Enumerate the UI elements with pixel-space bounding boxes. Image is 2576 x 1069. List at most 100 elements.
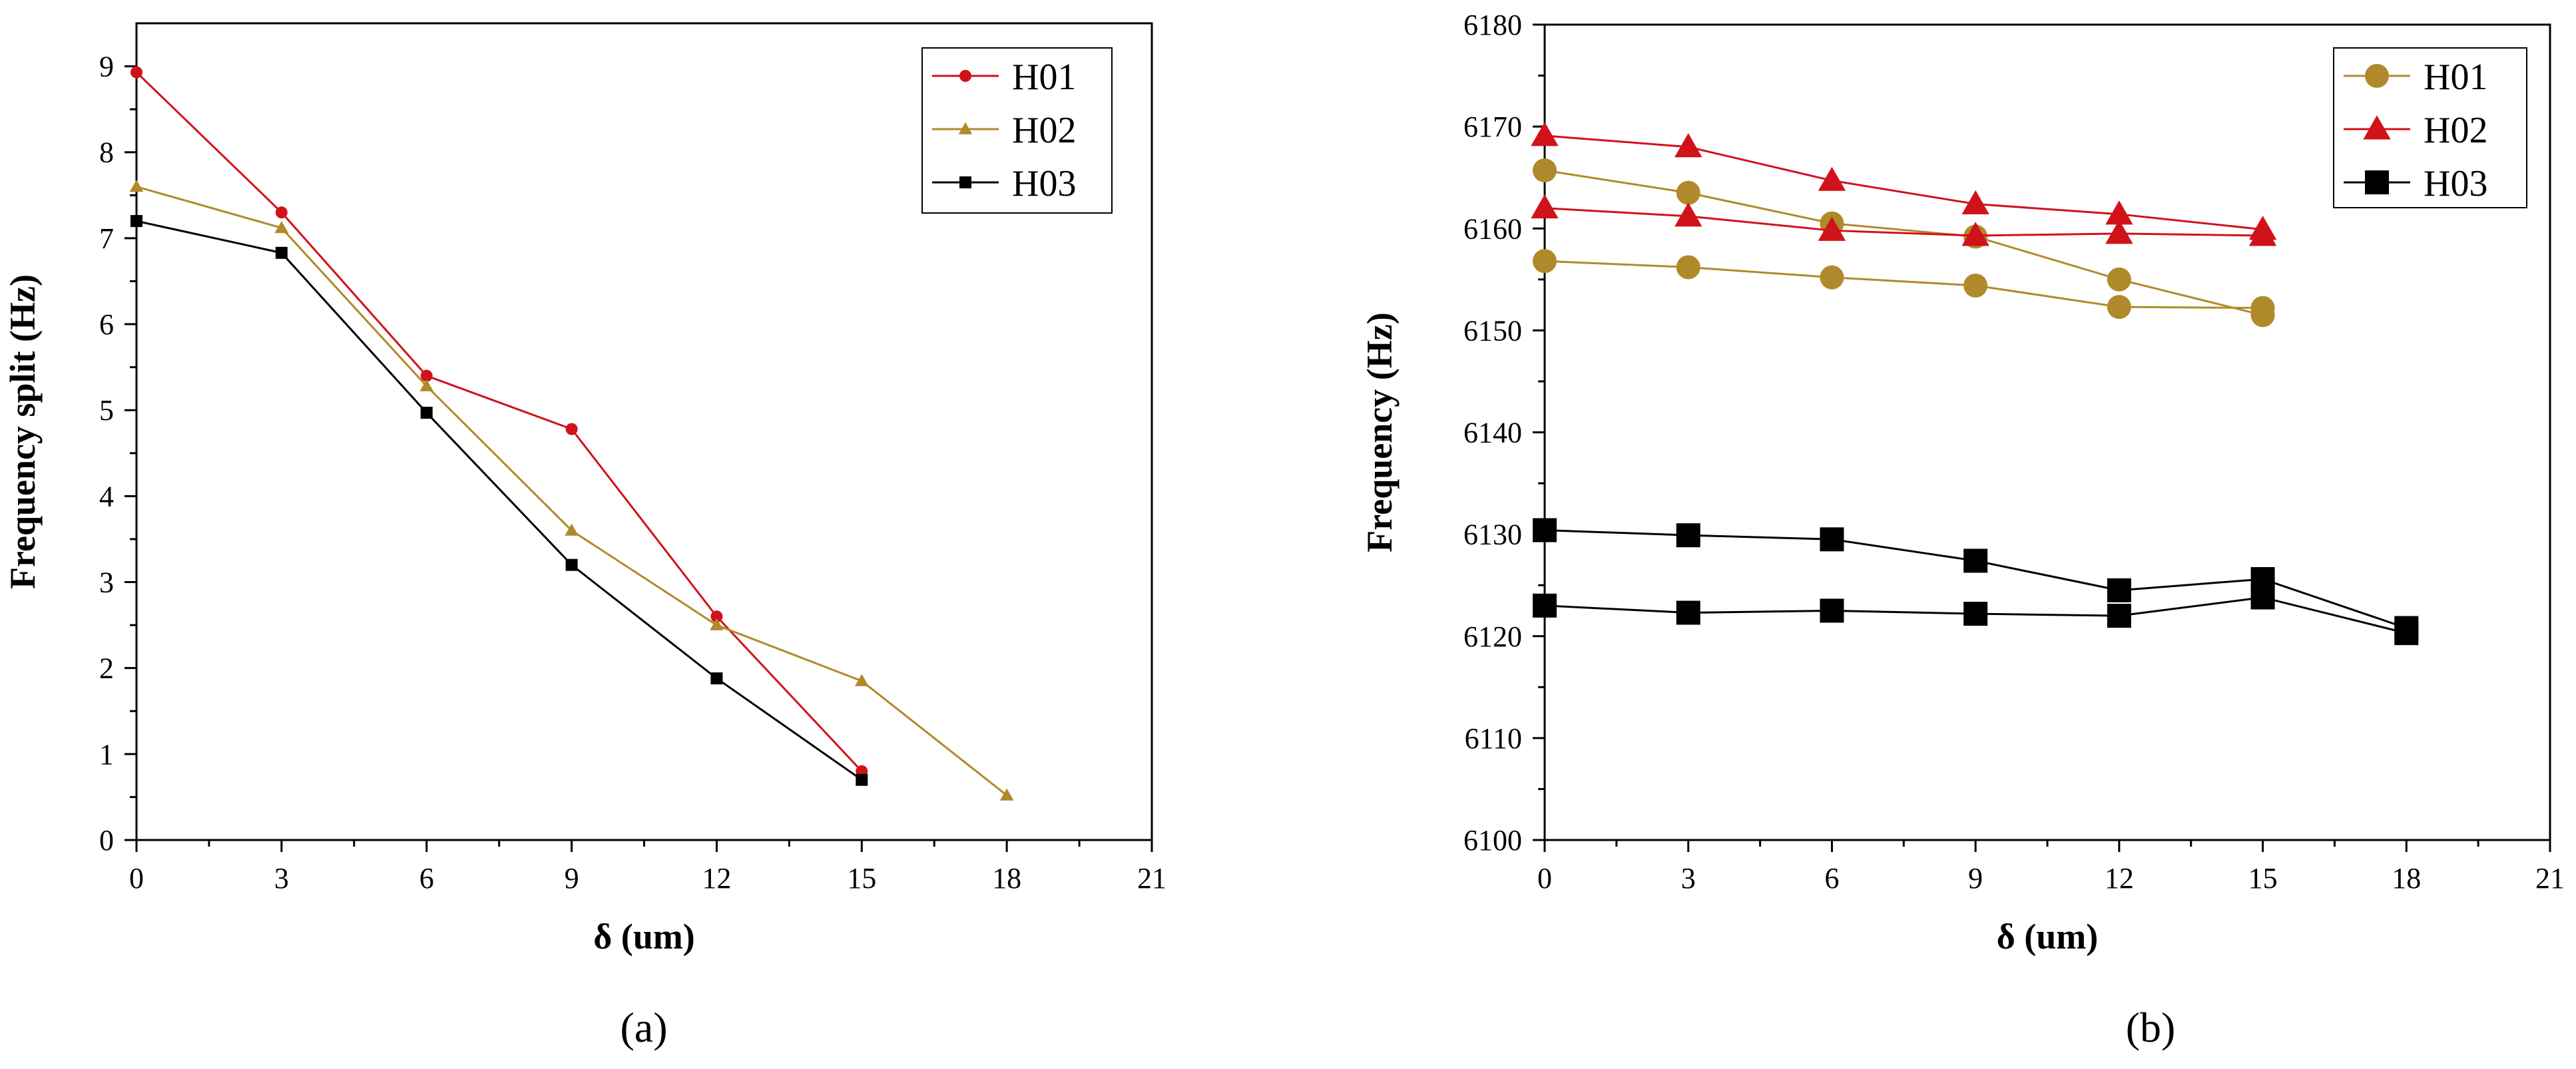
data-point (1533, 518, 1557, 542)
legend-item: H03 (2344, 163, 2487, 204)
data-point (275, 206, 288, 219)
legend-label: H02 (2424, 110, 2487, 151)
data-point (565, 523, 579, 536)
series-line (1544, 207, 2263, 237)
data-point (1676, 523, 1700, 548)
series-h01 (130, 66, 868, 777)
legend-marker (959, 176, 971, 188)
data-point (1533, 593, 1557, 618)
data-point (1963, 548, 1988, 573)
data-point (1674, 202, 1702, 227)
data-point (1820, 265, 1844, 290)
x-axis-label: δ (um) (1997, 917, 2099, 957)
data-point (1531, 122, 1559, 146)
x-tick-label: 3 (1681, 862, 1696, 895)
legend-label: H01 (2424, 57, 2487, 98)
legend-item: H02 (2344, 110, 2487, 151)
series-h01 (1533, 158, 2275, 327)
data-point (1963, 274, 1988, 298)
data-point (565, 558, 578, 571)
legend-item: H01 (932, 57, 1076, 98)
y-tick-label: 6110 (1465, 722, 1522, 755)
x-tick-label: 18 (2392, 862, 2421, 895)
y-axis-label: Frequency split (Hz) (3, 274, 43, 589)
y-tick-label: 2 (99, 652, 114, 685)
x-tick-label: 15 (847, 862, 876, 895)
data-point (1531, 194, 1559, 219)
data-point (1533, 249, 1557, 274)
data-point (2250, 585, 2275, 610)
x-tick-label: 12 (2105, 862, 2134, 895)
y-tick-label: 7 (99, 222, 114, 255)
series-h01 (1533, 249, 2275, 320)
y-tick-label: 1 (99, 738, 114, 771)
series-h02 (1531, 194, 2277, 246)
data-point (2105, 220, 2133, 244)
y-tick-label: 0 (99, 824, 114, 857)
y-tick-label: 6170 (1463, 110, 1522, 143)
data-point (2250, 296, 2275, 320)
panel-label: (a) (620, 1004, 667, 1051)
data-point (130, 215, 142, 228)
data-point (420, 369, 433, 382)
x-tick-label: 21 (2535, 862, 2565, 895)
y-tick-label: 6150 (1463, 314, 1522, 347)
x-tick-label: 9 (1968, 862, 1983, 895)
x-tick-label: 6 (419, 862, 434, 895)
data-point (1818, 166, 1846, 191)
legend-marker (959, 70, 971, 82)
data-point (710, 618, 724, 630)
data-point (854, 674, 869, 686)
series-line (1544, 169, 2263, 316)
legend-marker (2365, 64, 2389, 88)
x-tick-label: 0 (129, 862, 144, 895)
x-axis-label: δ (um) (593, 917, 695, 957)
legend-item: H01 (2344, 57, 2487, 98)
series-h02 (129, 180, 1014, 801)
data-point (710, 610, 723, 623)
x-tick-label: 18 (992, 862, 1021, 895)
data-point (420, 407, 433, 419)
y-tick-label: 6100 (1463, 824, 1522, 857)
legend-label: H02 (1012, 110, 1076, 151)
series-h02 (1531, 122, 2277, 240)
data-point (1961, 190, 1989, 215)
series-h03 (1533, 518, 2419, 640)
legend-marker (958, 122, 973, 134)
data-point (2107, 295, 2131, 320)
data-point (565, 423, 578, 435)
data-point (275, 246, 288, 259)
data-point (1674, 133, 1702, 158)
data-point (1820, 598, 1844, 623)
series-line (1544, 260, 2263, 310)
data-point (1676, 180, 1700, 205)
y-tick-label: 6 (99, 308, 114, 341)
data-point (1533, 158, 1557, 182)
data-point (2107, 578, 2131, 602)
y-tick-label: 3 (99, 566, 114, 599)
y-tick-label: 8 (99, 136, 114, 169)
legend-label: H03 (2424, 163, 2487, 204)
x-tick-label: 21 (1137, 862, 1166, 895)
panel-label: (b) (2126, 1004, 2176, 1051)
legend: H01 H02 H03 (2333, 47, 2527, 208)
legend-item: H02 (932, 110, 1076, 151)
data-point (710, 672, 723, 685)
data-point (999, 788, 1014, 801)
y-tick-label: 6180 (1463, 9, 1522, 41)
series-h03 (130, 215, 868, 786)
y-tick-label: 6120 (1463, 620, 1522, 653)
x-tick-label: 9 (565, 862, 579, 895)
y-tick-label: 6140 (1463, 417, 1522, 449)
y-tick-label: 6160 (1463, 212, 1522, 245)
series-line (136, 220, 863, 781)
legend-label: H03 (1012, 163, 1076, 204)
chart-b: 0 3 6 9 12 15 18 21 6100 6110 6120 6130 6140 6150 6160… (1360, 9, 2565, 1051)
data-point (1676, 255, 1700, 280)
data-point (2107, 267, 2131, 292)
legend: H01 H02 H03 (921, 47, 1113, 214)
series-line (136, 185, 1008, 797)
legend-marker (2365, 170, 2389, 194)
